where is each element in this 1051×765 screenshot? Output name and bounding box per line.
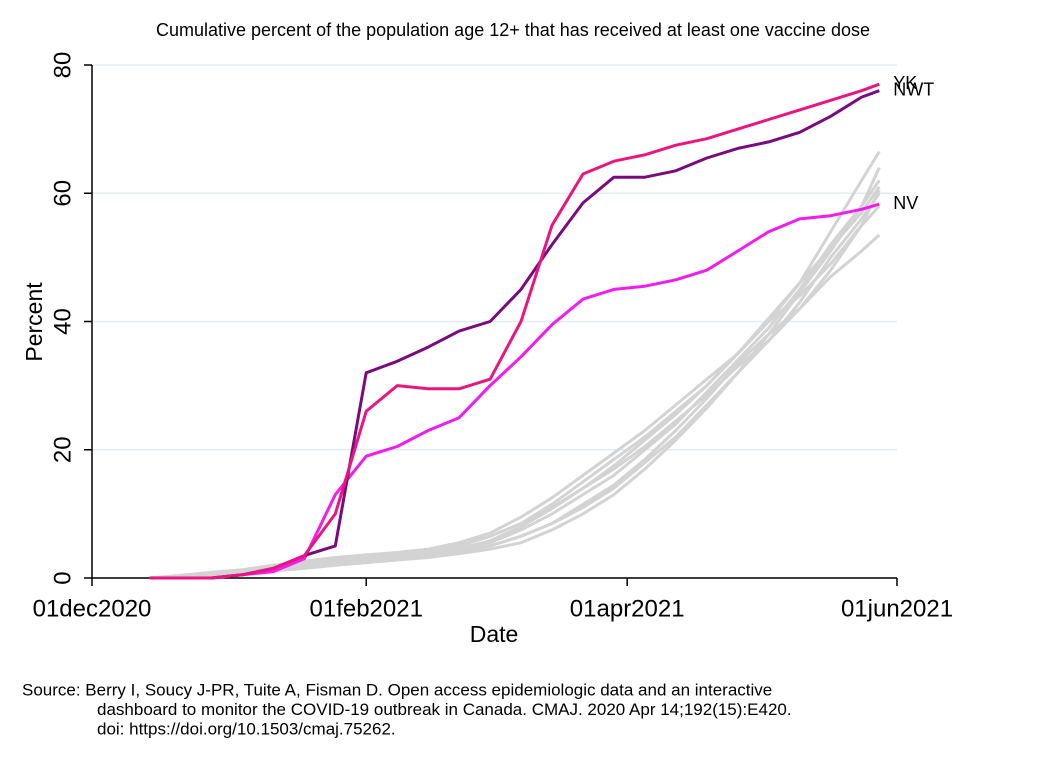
source-note: dashboard to monitor the COVID-19 outbre… <box>97 700 792 719</box>
series-line <box>149 202 880 580</box>
x-tick-label: 01jun2021 <box>841 595 953 622</box>
x-tick-label: 01dec2020 <box>33 595 152 622</box>
series-line <box>149 82 880 580</box>
x-tick-label: 01feb2021 <box>310 595 423 622</box>
y-tick-label: 40 <box>49 308 76 335</box>
series-end-label: YK <box>893 73 917 93</box>
y-tick-label: 80 <box>49 52 76 79</box>
y-axis-title: Percent <box>21 282 47 362</box>
y-tick-label: 60 <box>49 180 76 207</box>
series-end-label: NV <box>893 193 918 213</box>
y-tick-label: 0 <box>49 571 76 584</box>
series-end-label: NWT <box>893 79 934 99</box>
source-note: doi: https://doi.org/10.1503/cmaj.75262. <box>97 719 396 738</box>
x-tick-label: 01apr2021 <box>570 595 685 622</box>
y-tick-label: 20 <box>49 436 76 463</box>
source-note: Source: Berry I, Soucy J-PR, Tuite A, Fi… <box>22 680 772 699</box>
x-axis-title: Date <box>470 621 519 647</box>
chart-title: Cumulative percent of the population age… <box>156 20 870 40</box>
